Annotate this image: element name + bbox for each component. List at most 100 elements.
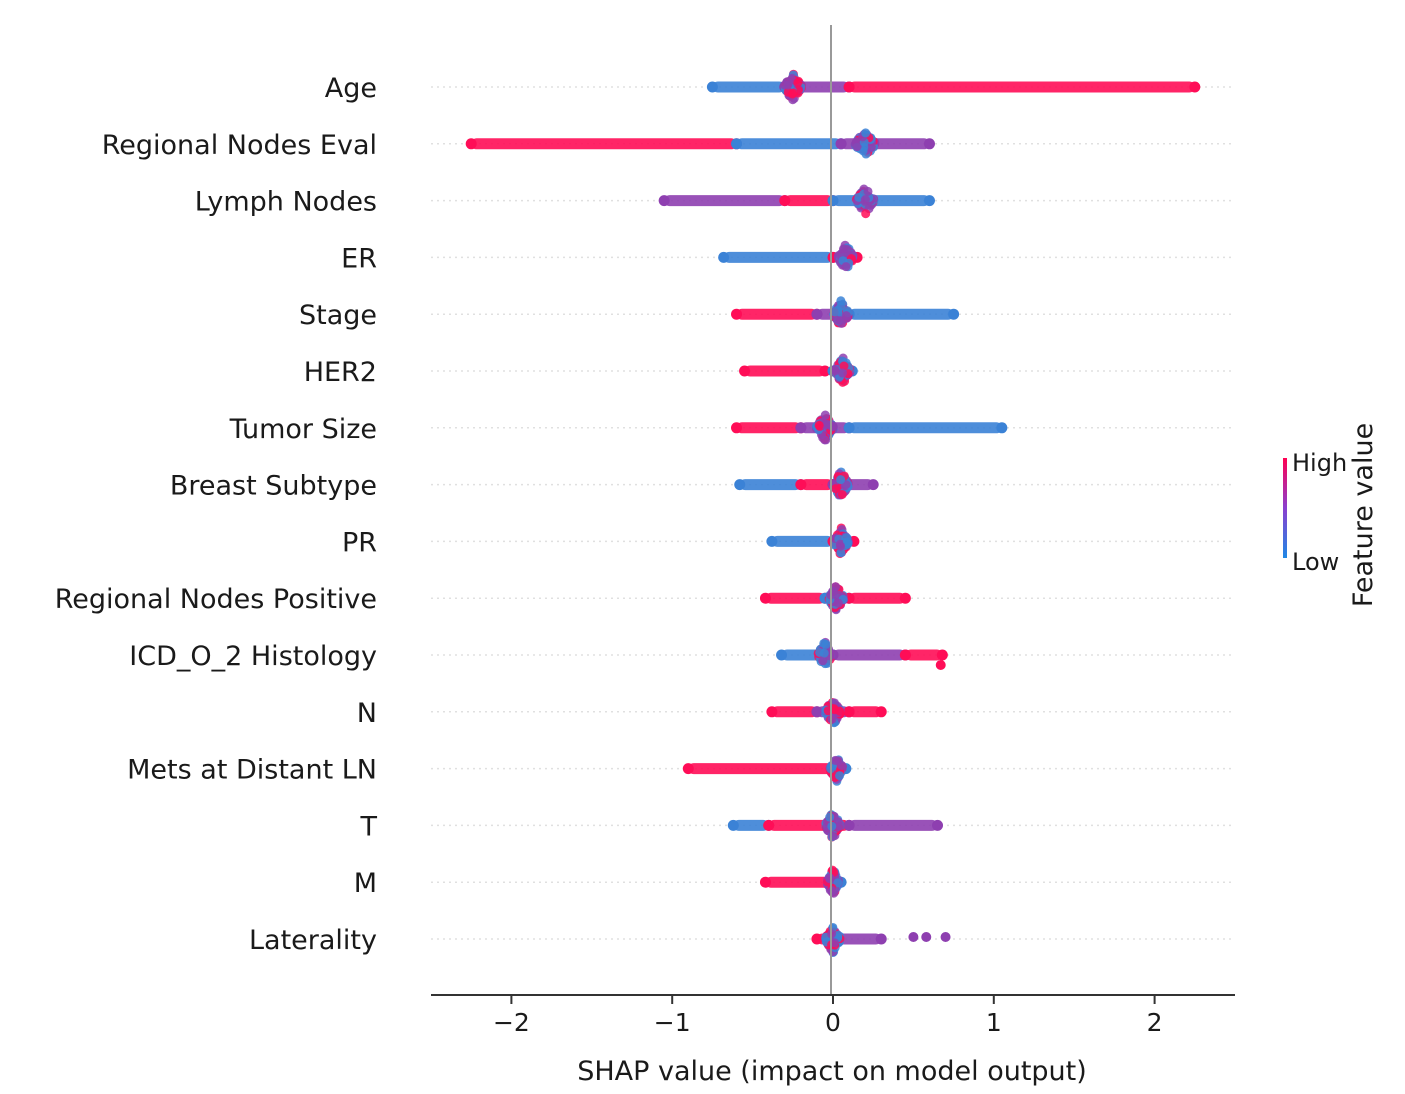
shap-point [827, 195, 839, 207]
shap-point [863, 186, 873, 196]
feature-points-her2 [739, 353, 858, 387]
shap-point [936, 649, 948, 661]
shap-point [839, 361, 849, 371]
shap-point [833, 598, 843, 608]
shap-point [739, 365, 751, 377]
shap-point [860, 195, 870, 205]
shap-point [766, 535, 778, 547]
feature-label-age: Age [325, 73, 377, 104]
shap-point [731, 138, 743, 150]
feature-label-stage: Stage [299, 300, 377, 331]
feature-points-tumor-size [731, 410, 1008, 445]
colorbar-low-label: Low [1292, 548, 1339, 576]
feature-points-mets-at-distant-ln [682, 755, 852, 786]
shap-point [827, 887, 837, 897]
shap-point [833, 878, 843, 888]
feature-points-icd-o-2-histology [776, 637, 948, 669]
shap-point [908, 932, 919, 942]
shap-point [828, 421, 838, 431]
shap-point [795, 479, 807, 491]
shap-point [837, 760, 847, 770]
shap-point [827, 714, 837, 724]
shap-band-regional-nodes-positive [765, 592, 825, 604]
feature-points-age [706, 69, 1201, 105]
shap-point [731, 308, 743, 320]
shap-band-laterality [833, 933, 882, 945]
shap-band-age [849, 81, 1195, 93]
shap-point [841, 262, 851, 272]
feature-label-regional-nodes-eval: Regional Nodes Eval [102, 130, 377, 161]
x-tick-label: −1 [654, 1008, 691, 1037]
shap-point [820, 435, 830, 445]
shap-point [811, 933, 823, 945]
shap-point [831, 582, 841, 592]
shap-point [734, 479, 746, 491]
feature-label-mets-at-distant-ln: Mets at Distant LN [127, 755, 377, 786]
shap-band-stage [849, 308, 954, 320]
shap-point [1189, 81, 1201, 93]
shap-point [830, 366, 840, 376]
shap-point [875, 933, 887, 945]
shap-point [841, 311, 851, 321]
shap-point [875, 706, 887, 718]
shap-point [921, 932, 932, 942]
feature-label-n: N [357, 698, 377, 729]
shap-point [793, 77, 803, 87]
shap-point [766, 706, 778, 718]
feature-label-laterality: Laterality [249, 925, 377, 956]
feature-points-stage [731, 296, 960, 328]
shap-band-age [712, 81, 785, 93]
shap-point [837, 368, 847, 378]
shap-point [843, 819, 855, 831]
shap-band-icd-o-2-histology [905, 649, 943, 661]
shap-point [923, 138, 935, 150]
shap-point [818, 656, 828, 666]
feature-points-n [766, 697, 887, 728]
shap-point [831, 484, 841, 494]
feature-label-pr: PR [342, 527, 377, 558]
shap-band-regional-nodes-eval [471, 138, 737, 150]
shap-point [948, 308, 960, 320]
shap-point [814, 420, 824, 430]
shap-point [861, 209, 871, 219]
shap-band-her2 [744, 365, 825, 377]
shap-point [727, 819, 739, 831]
feature-points-regional-nodes-positive [759, 582, 911, 615]
shap-point [658, 195, 670, 207]
feature-points-m [759, 865, 847, 898]
shap-band-pr [771, 535, 833, 547]
shap-band-t [849, 819, 938, 831]
x-axis: −2 −1 0 1 2 [431, 994, 1235, 1037]
shap-point [836, 548, 846, 558]
x-tick-label: 0 [825, 1008, 841, 1037]
feature-points-er [718, 240, 863, 272]
feature-label-er: ER [341, 243, 377, 274]
shap-band-tumor-size [849, 422, 1002, 434]
feature-rows: Age Regional Nodes Eval Lymph Nodes ER Stage… [55, 73, 1235, 956]
shap-point [940, 932, 951, 942]
x-tick-label: 2 [1147, 1008, 1163, 1037]
shap-point [829, 938, 839, 948]
shap-point [935, 660, 946, 670]
shap-point [835, 541, 845, 551]
shap-band-breast-subtype [800, 479, 833, 491]
colorbar: High Low Feature value [1283, 423, 1379, 607]
shap-point [842, 537, 852, 547]
shap-point [899, 592, 911, 604]
shap-point [795, 422, 807, 434]
shap-point [825, 812, 835, 822]
shap-point [820, 410, 830, 420]
shap-point [682, 763, 694, 775]
shap-point [932, 819, 944, 831]
x-tick-label: 1 [986, 1008, 1002, 1037]
shap-point [861, 128, 871, 138]
shap-point [835, 821, 845, 831]
shap-point [825, 873, 835, 883]
shap-band-n [771, 706, 817, 718]
shap-point [821, 639, 831, 649]
shap-point [759, 592, 771, 604]
feature-label-m: M [354, 868, 377, 899]
shap-point [843, 81, 855, 93]
shap-point [843, 706, 855, 718]
